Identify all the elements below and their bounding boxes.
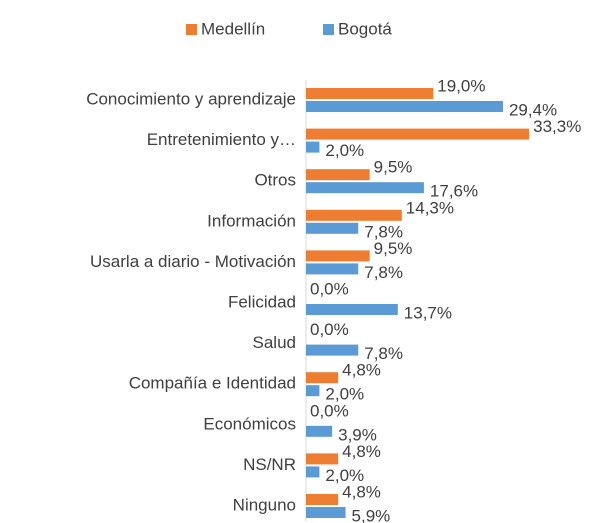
legend-label: Bogotá [338,19,392,38]
bar [306,222,359,234]
bar [306,128,530,140]
category-label: Información [207,211,296,230]
value-label: 9,5% [374,158,413,177]
category-label: Entretenimiento y… [147,130,296,149]
category-label: Económicos [203,414,296,433]
value-label: 2,0% [325,466,364,485]
bar [306,182,424,194]
category-label: Usarla a diario - Motivación [90,252,296,271]
value-label: 3,9% [338,425,377,444]
value-label: 4,8% [342,482,381,501]
bar [306,372,339,384]
bar [306,169,370,181]
category-label: Salud [253,333,296,352]
bar [306,304,398,315]
category-label: Felicidad [228,292,296,311]
value-label: 5,9% [352,506,391,523]
bar [306,466,320,478]
bar [306,425,333,437]
value-label: 17,6% [430,182,478,201]
value-label: 7,8% [364,263,403,282]
category-label: Compañía e Identidad [129,374,296,393]
bar [306,263,359,275]
value-label: 7,8% [364,222,403,241]
value-label: 13,7% [404,303,452,322]
legend-swatch [323,24,334,35]
category-label: Conocimiento y aprendizaje [86,89,296,108]
bar [306,209,402,221]
bar [306,344,359,356]
value-label: 2,0% [325,141,364,160]
category-label: Otros [254,171,296,190]
value-label: 29,4% [509,100,557,119]
legend-swatch [186,24,197,35]
legend-label: Medellín [201,19,265,38]
value-label: 0,0% [310,320,349,339]
value-label: 33,3% [533,117,581,136]
bar [306,101,503,112]
category-label: Ninguno [233,495,296,514]
value-label: 2,0% [325,385,364,404]
value-label: 9,5% [374,239,413,258]
value-label: 14,3% [406,198,454,217]
bar [306,385,320,397]
bar [306,494,339,505]
value-label: 0,0% [310,401,349,420]
value-label: 19,0% [437,76,485,95]
bar [306,88,434,99]
value-label: 4,8% [342,442,381,461]
bar [306,141,320,153]
value-label: 7,8% [364,344,403,363]
value-label: 4,8% [342,361,381,380]
category-label: NS/NR [243,455,296,474]
bar [306,453,339,465]
bar [306,250,370,262]
bar [306,507,346,518]
value-label: 0,0% [310,279,349,298]
